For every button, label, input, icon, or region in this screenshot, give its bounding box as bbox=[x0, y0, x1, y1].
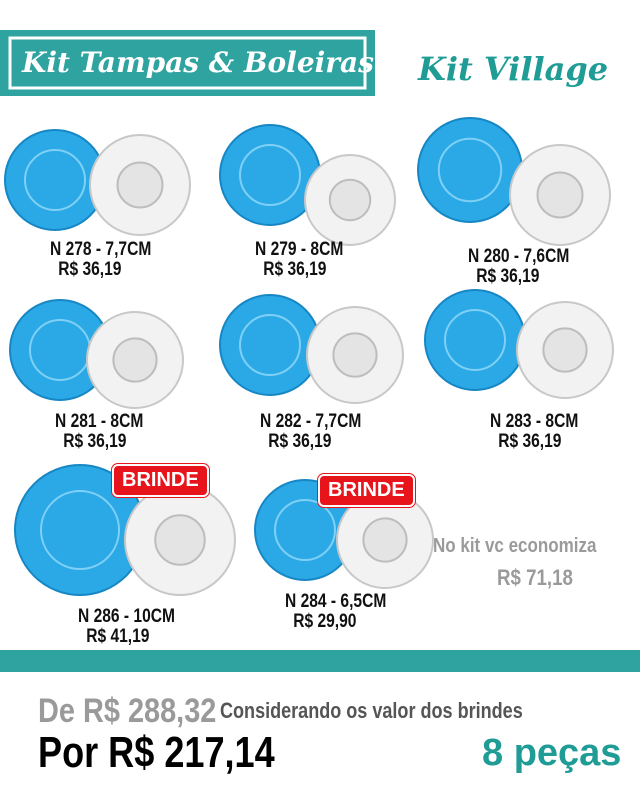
note: Considerando os valor dos brindes bbox=[220, 698, 523, 723]
savings-text: No kit vc economiza bbox=[433, 535, 597, 557]
header-frame bbox=[8, 36, 367, 90]
product-code: N 284 - 6,5CM bbox=[285, 591, 387, 612]
pieces: 8 peças bbox=[482, 732, 622, 774]
product-label: N 280 - 7,6CM R$ 36,19 bbox=[468, 247, 569, 287]
old-price: De R$ 288,32 bbox=[38, 692, 217, 730]
product-code: N 280 - 7,6CM bbox=[468, 246, 570, 267]
badge: BRINDE bbox=[112, 464, 209, 497]
product-price: R$ 36,19 bbox=[63, 431, 127, 452]
mold bbox=[424, 289, 526, 391]
product-code: N 279 - 8CM bbox=[255, 239, 344, 260]
product-code: N 286 - 10CM bbox=[78, 606, 175, 627]
mold bbox=[417, 117, 523, 223]
product-price: R$ 36,19 bbox=[476, 266, 540, 287]
cast-pattern bbox=[362, 517, 408, 563]
mold-pattern bbox=[239, 144, 301, 206]
product-code: N 282 - 7,7CM bbox=[260, 411, 362, 432]
mold bbox=[219, 124, 321, 226]
mold bbox=[219, 294, 321, 396]
product-label: N 279 - 8CM R$ 36,19 bbox=[255, 240, 343, 280]
product-label: N 284 - 6,5CM R$ 29,90 bbox=[285, 592, 386, 632]
header-bar bbox=[0, 30, 375, 96]
savings-amount: R$ 71,18 bbox=[497, 565, 573, 590]
product-label: N 281 - 8CM R$ 36,19 bbox=[55, 412, 143, 452]
product-price: R$ 29,90 bbox=[293, 611, 357, 632]
badge: BRINDE bbox=[318, 474, 415, 507]
product-code: N 281 - 8CM bbox=[55, 411, 144, 432]
product-price: R$ 36,19 bbox=[268, 431, 332, 452]
mold-pattern bbox=[24, 149, 86, 211]
divider-bar bbox=[0, 650, 640, 672]
cast-pattern bbox=[154, 514, 206, 566]
product-label: N 282 - 7,7CM R$ 36,19 bbox=[260, 412, 361, 452]
product-label: N 283 - 8CM R$ 36,19 bbox=[490, 412, 578, 452]
mold-pattern bbox=[437, 137, 503, 203]
new-price: Por R$ 217,14 bbox=[38, 728, 275, 777]
product-label: N 278 - 7,7CM R$ 36,19 bbox=[50, 240, 151, 280]
product-price: R$ 36,19 bbox=[263, 259, 327, 280]
product-price: R$ 36,19 bbox=[498, 431, 562, 452]
mold-pattern bbox=[444, 309, 506, 371]
header-title: Kit Tampas & Boleiras bbox=[22, 46, 374, 79]
cast-pattern bbox=[542, 327, 588, 373]
cast-pattern bbox=[112, 337, 158, 383]
product-code: N 278 - 7,7CM bbox=[50, 239, 152, 260]
cast-pattern bbox=[116, 161, 164, 209]
mold-pattern bbox=[239, 314, 301, 376]
cast-pattern bbox=[332, 332, 378, 378]
brand: Kit Village bbox=[418, 50, 609, 88]
product-price: R$ 41,19 bbox=[86, 626, 150, 647]
product-label: N 286 - 10CM R$ 41,19 bbox=[78, 607, 175, 647]
mold-pattern bbox=[274, 499, 336, 561]
mold-pattern bbox=[40, 490, 120, 570]
cast-pattern bbox=[328, 178, 372, 222]
product-code: N 283 - 8CM bbox=[490, 411, 579, 432]
product-price: R$ 36,19 bbox=[58, 259, 122, 280]
cast-pattern bbox=[536, 171, 584, 219]
